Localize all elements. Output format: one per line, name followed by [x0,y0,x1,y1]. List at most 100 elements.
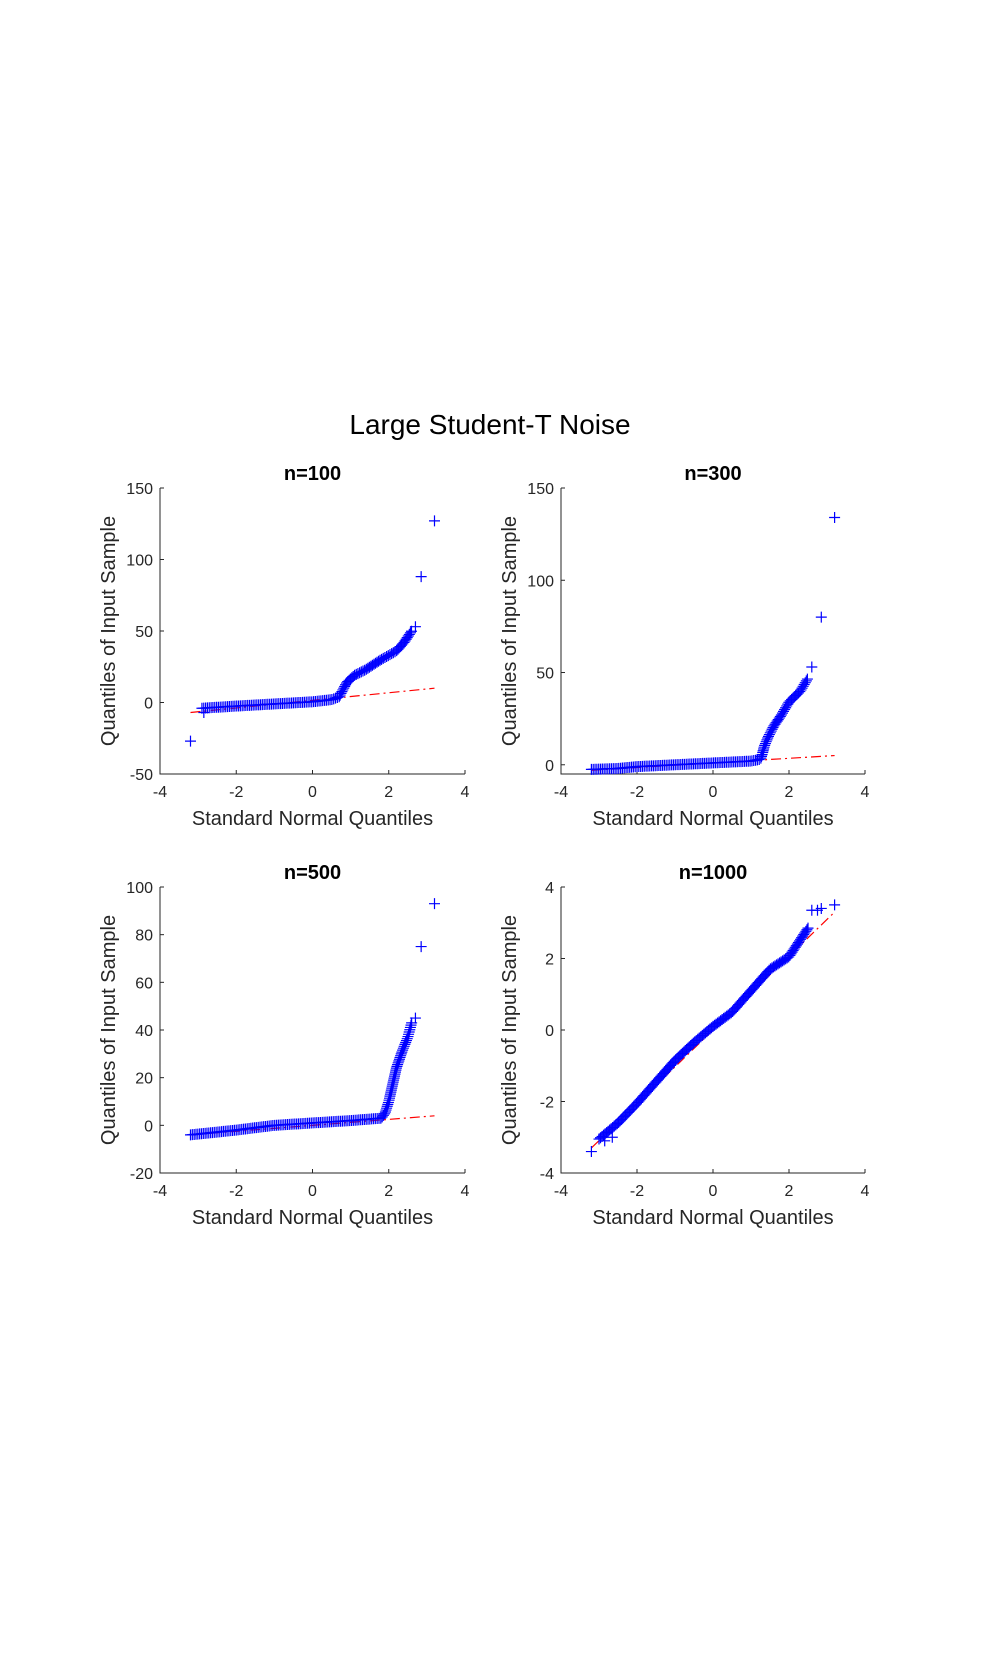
sample-marker [771,959,783,971]
sample-marker [401,1033,413,1045]
sample-marker [365,660,377,672]
sample-marker [403,1028,415,1040]
sample-marker [382,1096,394,1108]
y-tick-label: -4 [540,1166,554,1183]
y-tick-label: 60 [135,975,153,992]
y-tick-label: 4 [545,880,554,897]
sample-marker [404,1024,416,1036]
x-tick-label: 0 [308,1183,317,1200]
sample-marker [347,670,359,682]
outlier-marker [415,571,427,583]
x-axis-label: Standard Normal Quantiles [592,1207,833,1229]
x-tick-label: 2 [384,1183,393,1200]
x-tick-label: -2 [229,1183,243,1200]
sample-marker [767,961,779,973]
outlier-marker [599,1135,611,1147]
outlier-marker [829,899,841,911]
sample-marker [362,662,374,674]
sample-marker [402,1031,414,1043]
axes-frame [560,488,865,775]
x-tick-label: 2 [785,1183,794,1200]
outlier-marker [185,735,196,747]
y-tick-label: 0 [545,758,554,775]
y-axis-label: Quantiles of Input Sample [499,516,521,746]
x-axis-label: Standard Normal Quantiles [192,1207,433,1229]
sample-marker [772,958,784,970]
y-tick-label: 2 [545,952,554,969]
y-tick-label: 50 [536,666,554,683]
y-tick-label: 100 [126,553,153,570]
sample-marker [404,1021,416,1033]
outlier-marker [415,941,427,953]
x-tick-label: -4 [153,1183,167,1200]
subplot-2: -4 -2 0 2 4 0 50 100 150 n=300 Standard Normal Qua… [499,463,870,830]
sample-marker [403,1026,415,1038]
x-tick-label: -4 [554,784,568,801]
x-tick-label: 0 [308,784,317,801]
subplot-4: -4 -2 0 2 4 -4 -2 0 2 4 n=1000 Standard Normal Quan… [499,862,870,1229]
sample-marker [801,673,813,685]
y-tick-label: -50 [130,767,153,784]
outlier-marker [409,621,421,633]
outlier-marker [815,611,827,623]
outlier-marker [606,1131,618,1143]
sample-marker [363,661,375,673]
x-tick-label: -2 [630,1183,644,1200]
sample-marker [800,675,812,687]
sample-marker [766,962,778,974]
outlier-marker [429,515,440,527]
outlier-marker [585,1146,597,1158]
y-tick-label: 0 [144,696,153,713]
x-axis-label: Standard Normal Quantiles [592,808,833,830]
sample-marker [366,659,378,671]
x-tick-label: 0 [709,784,718,801]
x-tick-label: 2 [384,784,393,801]
sample-marker [778,954,790,966]
sample-marker [369,657,381,669]
y-tick-label: 50 [135,624,153,641]
sample-marker [774,957,786,969]
x-tick-label: 4 [461,784,470,801]
sample-marker [360,663,372,675]
y-tick-label: 80 [135,928,153,945]
subplot-title: n=500 [284,862,341,884]
y-tick-label: 20 [135,1071,153,1088]
y-tick-label: 0 [545,1023,554,1040]
x-tick-label: -2 [630,784,644,801]
x-tick-label: 0 [709,1183,718,1200]
sample-marker [373,655,385,667]
x-tick-label: 4 [861,784,870,801]
outlier-marker [198,707,210,719]
sample-marker [769,960,781,972]
y-tick-label: 150 [126,481,153,498]
sample-marker [371,656,383,668]
y-axis-label: Quantiles of Input Sample [98,516,120,746]
outlier-marker [829,512,841,524]
y-tick-label: 40 [135,1023,153,1040]
x-tick-label: -4 [554,1183,568,1200]
subplot-title: n=1000 [679,862,747,884]
subplot-title: n=300 [684,463,741,485]
sample-marker [775,956,787,968]
outlier-marker [815,902,827,914]
x-tick-label: -2 [229,784,243,801]
subplot-1: -4 -2 0 2 4 -50 0 50 100 150 n=100 Standard Normal … [98,463,470,830]
x-tick-label: -4 [153,784,167,801]
sample-marker [405,1019,417,1031]
sample-marker [801,924,813,936]
subplot-title: n=100 [284,463,341,485]
y-tick-label: 0 [144,1118,153,1135]
sample-marker [802,922,814,934]
y-tick-label: 100 [126,880,153,897]
x-axis-label: Standard Normal Quantiles [192,808,433,830]
x-tick-label: 4 [861,1183,870,1200]
outlier-marker [429,898,440,910]
x-tick-label: 4 [461,1183,470,1200]
axes-frame [159,488,465,775]
axes-frame [159,887,465,1174]
y-tick-label: -2 [540,1095,554,1112]
y-tick-label: -20 [130,1166,153,1183]
